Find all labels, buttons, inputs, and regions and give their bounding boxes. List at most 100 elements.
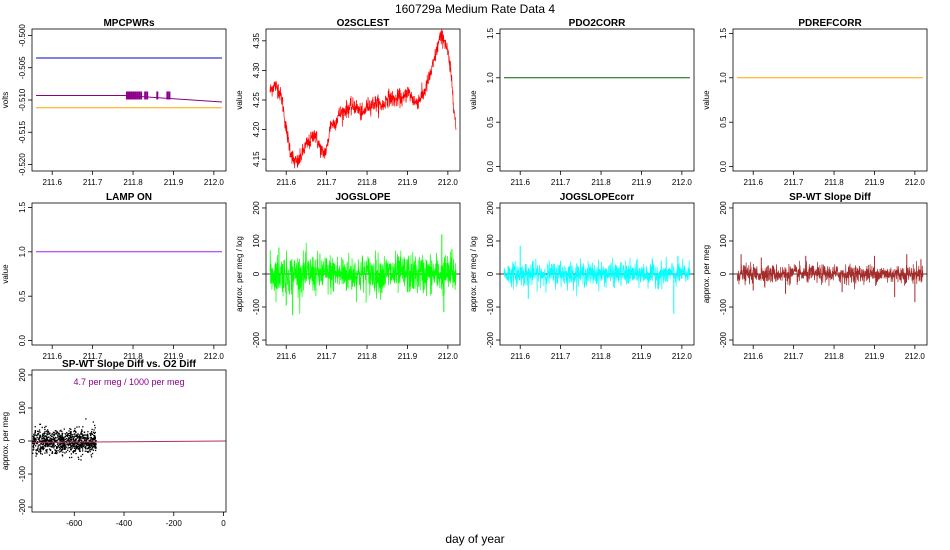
scatter-point xyxy=(71,436,73,439)
scatter-point xyxy=(77,446,79,448)
scatter-point xyxy=(83,438,85,440)
scatter-point xyxy=(46,452,48,454)
y-axis-label: value xyxy=(235,90,244,110)
scatter-point xyxy=(82,445,85,447)
scatter-point xyxy=(65,451,68,453)
scatter-point xyxy=(45,430,48,432)
x-tick-label: 211.9 xyxy=(865,178,885,187)
scatter-point xyxy=(38,444,40,446)
scatter-point xyxy=(60,450,63,452)
scatter-point xyxy=(92,445,95,448)
scatter-point xyxy=(52,431,55,434)
scatter-point xyxy=(91,445,93,448)
x-tick-label: 211.8 xyxy=(123,178,143,187)
scatter-point xyxy=(70,433,72,435)
scatter-point xyxy=(91,444,93,446)
scatter-point xyxy=(43,436,45,438)
scatter-point xyxy=(52,438,55,440)
scatter-point xyxy=(67,449,69,451)
scatter-point xyxy=(36,434,39,436)
scatter-point xyxy=(49,439,52,442)
scatter-point xyxy=(88,447,91,449)
scatter-point xyxy=(93,432,96,434)
scatter-point xyxy=(80,459,82,461)
scatter-point xyxy=(62,445,64,448)
scatter-point xyxy=(72,451,74,453)
y-axis-label: approx. per meg / log xyxy=(469,236,478,312)
scatter-point xyxy=(87,434,89,436)
scatter-point xyxy=(56,452,58,454)
scatter-point xyxy=(45,435,47,437)
scatter-point xyxy=(59,448,61,450)
scatter-point xyxy=(49,432,51,434)
scatter-point xyxy=(79,450,81,453)
scatter-point xyxy=(48,433,50,435)
scatter-point xyxy=(51,451,54,453)
scatter-point xyxy=(90,436,92,439)
scatter-point xyxy=(91,452,94,455)
panel-title: LAMP ON xyxy=(106,192,152,203)
scatter-point xyxy=(65,433,67,435)
scatter-point xyxy=(49,443,51,445)
y-tick-label: 1.0 xyxy=(486,72,495,84)
scatter-point xyxy=(91,438,94,441)
scatter-point xyxy=(75,435,78,438)
y-axis-label: volts xyxy=(1,92,10,108)
scatter-point xyxy=(69,438,72,441)
scatter-point xyxy=(41,434,44,436)
scatter-point xyxy=(49,442,51,444)
y-tick-label: 0.0 xyxy=(486,160,495,172)
panel-title: O2SCLEST xyxy=(337,18,390,29)
scatter-point xyxy=(64,436,66,438)
scatter-point xyxy=(73,450,75,452)
scatter-point xyxy=(82,446,84,448)
scatter-point xyxy=(63,437,65,439)
scatter-point xyxy=(81,442,83,444)
scatter-point xyxy=(56,439,58,442)
scatter-point xyxy=(37,447,39,449)
scatter-point xyxy=(79,448,81,450)
scatter-point xyxy=(59,443,61,445)
scatter-point xyxy=(74,450,76,452)
y-tick-label: -0.520 xyxy=(18,153,27,176)
y-tick-label: 4.20 xyxy=(252,121,261,137)
scatter-point xyxy=(50,438,52,440)
scatter-point xyxy=(77,444,79,446)
scatter-point xyxy=(55,452,57,455)
plot-frame xyxy=(265,202,461,346)
scatter-point xyxy=(43,437,45,440)
scatter-point xyxy=(47,431,49,433)
scatter-point xyxy=(63,428,65,430)
scatter-point xyxy=(80,439,82,441)
scatter-point xyxy=(95,442,97,445)
scatter-point xyxy=(33,435,35,437)
x-tick-label: 211.9 xyxy=(632,352,652,361)
scatter-point xyxy=(46,438,49,441)
scatter-point xyxy=(32,440,34,442)
scatter-point xyxy=(69,432,72,434)
scatter-point xyxy=(37,449,39,451)
scatter-point xyxy=(59,446,61,449)
panel-5: LAMP ON value 211.6 211.7 211.8 211.9 212.0 0.0… xyxy=(1,192,227,361)
scatter-point xyxy=(94,437,97,439)
scatter-point xyxy=(88,449,90,451)
scatter-point xyxy=(76,443,79,445)
scatter-point xyxy=(35,439,37,441)
scatter-point xyxy=(81,440,83,442)
scatter-point xyxy=(78,426,80,428)
scatter-point xyxy=(84,446,87,448)
y-axis-label: approx. per meg xyxy=(702,245,711,303)
y-tick-label: -200 xyxy=(18,498,27,515)
scatter-point xyxy=(32,449,34,451)
y-tick-label: -0.500 xyxy=(18,24,27,47)
scatter-point xyxy=(56,430,58,433)
scatter-point xyxy=(41,437,43,439)
scatter-point xyxy=(80,443,82,446)
scatter-point xyxy=(52,443,54,445)
scatter-point xyxy=(63,446,65,448)
scatter-point xyxy=(61,446,63,449)
scatter-point xyxy=(46,449,48,451)
scatter-point xyxy=(94,445,96,448)
scatter-point xyxy=(34,437,37,440)
scatter-point xyxy=(94,427,96,429)
